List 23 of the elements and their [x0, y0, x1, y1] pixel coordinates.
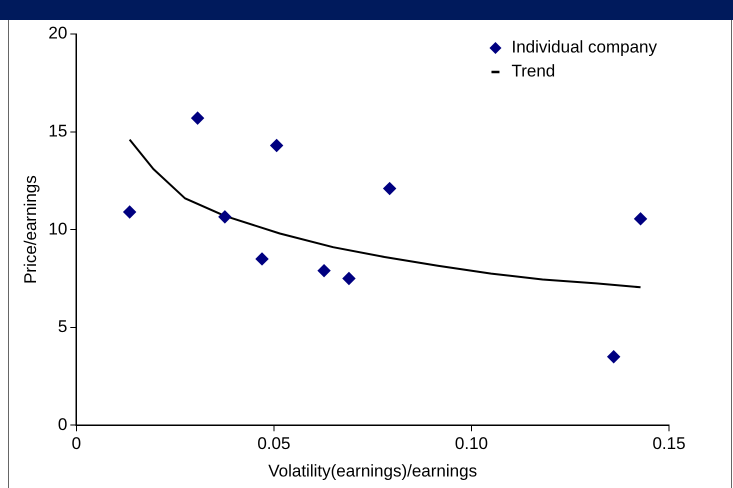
legend-label: Trend [511, 62, 556, 81]
x-tick-label: 0.15 [652, 434, 686, 454]
x-axis-title: Volatility(earnings)/earnings [268, 461, 478, 480]
point [218, 210, 232, 224]
point [383, 182, 396, 196]
y-tick-label: 20 [48, 24, 68, 43]
legend-label: Individual company [511, 38, 658, 57]
y-tick-label: 5 [58, 317, 68, 336]
point [191, 112, 204, 125]
point [256, 252, 269, 266]
y-axis-title: Price/earnings [20, 175, 40, 284]
point [270, 138, 284, 152]
point [342, 272, 356, 285]
y-tick-label: 10 [48, 219, 68, 238]
x-tick-label: 0.05 [257, 434, 290, 454]
y-tick-label: 0 [58, 414, 68, 434]
point [318, 264, 331, 278]
point [123, 205, 136, 218]
y-tick-label: 15 [48, 121, 68, 140]
point [634, 212, 648, 226]
x-tick-label: 0 [72, 434, 82, 454]
x-tick-label: 0.10 [454, 434, 488, 454]
point [607, 350, 620, 364]
